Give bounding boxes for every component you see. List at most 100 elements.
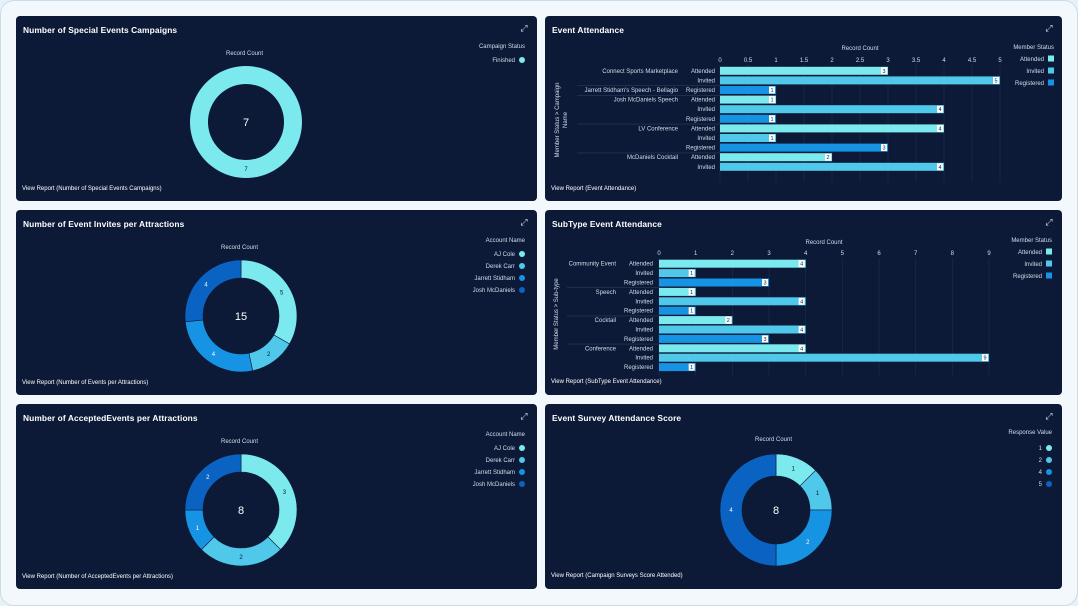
bar-value-label: 1: [770, 98, 773, 104]
legend-item[interactable]: AJ Cole: [494, 445, 525, 452]
bar[interactable]: [659, 316, 733, 325]
bar[interactable]: [720, 95, 776, 104]
donut-slice[interactable]: [719, 453, 777, 567]
bar[interactable]: [659, 306, 696, 315]
y-status-label: Attended: [691, 69, 715, 75]
bar[interactable]: [659, 353, 989, 362]
bar-chart: Record Count 0 0.5 1 1.5 2 2.5 3 3.5 4 4.5 5 Member …: [555, 45, 1054, 182]
bar-value-label: 1: [770, 136, 773, 142]
bar[interactable]: [720, 134, 776, 142]
bar[interactable]: [659, 344, 806, 353]
x-tick-label: 0: [718, 58, 722, 64]
bar[interactable]: [720, 66, 888, 75]
bar[interactable]: [720, 114, 776, 123]
bar[interactable]: [720, 143, 888, 152]
y-group-label: McDaniels Cocktail: [627, 155, 678, 161]
x-tick-label: 5: [841, 251, 845, 257]
bar-value-label: 9: [983, 356, 986, 362]
bar[interactable]: [720, 76, 1000, 85]
bar[interactable]: [720, 105, 944, 114]
expand-icon[interactable]: ⤢: [1045, 217, 1053, 227]
legend-label: AJ Cole: [493, 252, 515, 258]
bar-value-label: 2: [727, 318, 730, 324]
legend-item[interactable]: Josh McDaniels: [473, 287, 525, 294]
expand-icon[interactable]: ⤢: [1045, 411, 1053, 421]
legend-item[interactable]: Derek Carr: [486, 457, 525, 464]
x-tick-label: 7: [914, 251, 918, 257]
legend-item[interactable]: 2: [1039, 457, 1052, 464]
legend-item[interactable]: AJ Cole: [494, 251, 525, 258]
bar-value-bg: [769, 96, 775, 104]
bar[interactable]: [659, 278, 769, 287]
legend-item[interactable]: 1: [1039, 445, 1052, 452]
expand-icon[interactable]: ⤢: [1045, 23, 1053, 33]
expand-icon[interactable]: ⤢: [520, 23, 528, 33]
legend-label: 4: [1038, 470, 1042, 476]
legend-label[interactable]: Attended: [1020, 57, 1044, 63]
donut-slice[interactable]: [775, 509, 833, 567]
legend-swatch: [519, 469, 525, 475]
bar-value-label: 1: [690, 290, 693, 296]
bar[interactable]: [659, 334, 769, 343]
donut-slice[interactable]: [184, 259, 242, 323]
legend-swatch: [519, 275, 525, 281]
slice-label: 2: [806, 540, 810, 546]
bar[interactable]: [659, 269, 696, 278]
bar-value-bg: [688, 269, 695, 277]
legend-label[interactable]: Registered: [1013, 274, 1042, 280]
card-survey-attendance-score: Event Survey Attendance Score ⤢ Record C…: [545, 404, 1062, 589]
donut-slice[interactable]: [200, 536, 282, 567]
bar[interactable]: [659, 287, 696, 296]
expand-icon[interactable]: ⤢: [520, 217, 528, 227]
donut-slice[interactable]: [189, 66, 302, 178]
bar[interactable]: [720, 162, 944, 171]
legend-label: Jarrett Stidham: [474, 470, 515, 476]
donut-chart: 77: [189, 66, 302, 178]
donut-slice[interactable]: [184, 453, 242, 511]
legend-label: Jarrett Stidham: [474, 276, 515, 282]
donut-slice[interactable]: [240, 259, 298, 345]
legend-label[interactable]: Invited: [1024, 262, 1042, 268]
donut-chart: 5 2 4 4 15: [184, 259, 298, 373]
legend-item[interactable]: 5: [1039, 481, 1052, 488]
bar[interactable]: [659, 297, 806, 306]
slice-label: 1: [816, 491, 820, 497]
view-report-link[interactable]: View Report (Number of Events per Attrac…: [22, 380, 149, 386]
y-status-label: Registered: [686, 117, 715, 123]
card-special-events-campaigns: Number of Special Events Campaigns ⤢ Rec…: [16, 16, 537, 201]
legend-item[interactable]: Josh McDaniels: [473, 481, 525, 488]
legend-label[interactable]: Invited: [1026, 69, 1044, 75]
y-status-label: Attended: [629, 346, 653, 352]
bar[interactable]: [659, 259, 806, 268]
bar-value-label: 5: [994, 78, 997, 84]
bar-value-label: 4: [938, 126, 941, 132]
view-report-link[interactable]: View Report (Number of Special Events Ca…: [22, 186, 162, 192]
x-tick-label: 3.5: [912, 58, 921, 64]
legend-item[interactable]: Jarrett Stidham: [474, 275, 525, 282]
bar[interactable]: [659, 325, 806, 334]
bar[interactable]: [720, 124, 944, 133]
legend-item[interactable]: Jarrett Stidham: [474, 469, 525, 476]
view-report-link[interactable]: View Report (Number of AcceptedEvents pe…: [22, 574, 173, 580]
bar[interactable]: [720, 86, 776, 94]
legend-item[interactable]: Derek Carr: [486, 263, 525, 270]
view-report-link[interactable]: View Report (Event Attendance): [551, 186, 637, 192]
view-report-link[interactable]: View Report (Campaign Surveys Score Atte…: [551, 573, 683, 579]
y-status-label: Invited: [697, 107, 715, 113]
y-group-label: LV Conference: [638, 126, 678, 132]
legend-item[interactable]: 4: [1039, 469, 1052, 476]
bar-value-bg: [937, 163, 943, 171]
donut-slice[interactable]: [240, 453, 298, 551]
legend-label[interactable]: Attended: [1018, 250, 1042, 256]
expand-icon[interactable]: ⤢: [520, 411, 528, 421]
legend-item[interactable]: Finished: [492, 57, 525, 64]
y-status-label: Attended: [629, 262, 653, 268]
legend-label[interactable]: Registered: [1015, 81, 1044, 87]
bar[interactable]: [659, 363, 696, 372]
bar-value-label: 1: [690, 309, 693, 315]
view-report-link[interactable]: View Report (SubType Event Attendance): [551, 379, 662, 385]
x-axis-title: Record Count: [805, 240, 842, 246]
measure-label: Record Count: [221, 439, 259, 445]
donut-slice[interactable]: [184, 319, 253, 373]
bar[interactable]: [720, 153, 832, 162]
